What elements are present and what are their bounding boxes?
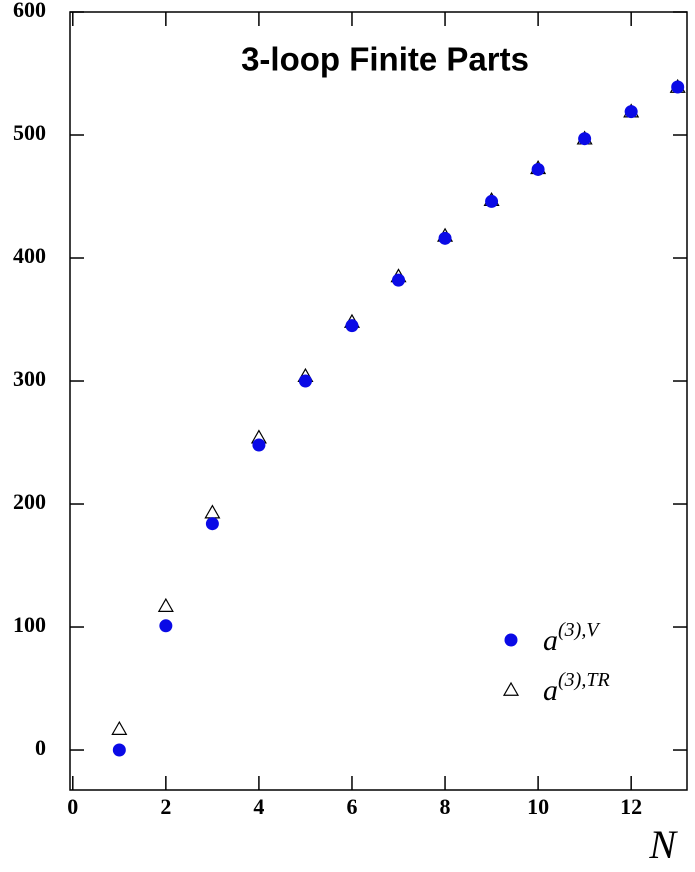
x-tick-label: 8	[440, 794, 451, 819]
x-tick-label: 6	[346, 794, 357, 819]
legend-label: a(3),V	[543, 619, 601, 657]
legend-label: a(3),TR	[543, 669, 610, 707]
data-point	[157, 597, 174, 612]
data-point	[531, 162, 545, 176]
chart-title: 3-loop Finite Parts	[241, 41, 529, 78]
y-tick-label: 500	[13, 120, 46, 145]
data-point	[252, 438, 266, 452]
data-point	[624, 105, 638, 119]
x-tick-label: 4	[253, 794, 264, 819]
data-point	[112, 743, 126, 757]
data-point	[205, 517, 219, 531]
legend-marker	[504, 633, 518, 647]
data-point	[671, 80, 685, 94]
y-tick-label: 100	[13, 612, 46, 637]
data-point	[111, 720, 128, 735]
data-point	[578, 132, 592, 146]
x-axis-label: N	[648, 822, 678, 867]
y-tick-label: 600	[13, 0, 46, 22]
y-tick-label: 200	[13, 489, 46, 514]
x-tick-label: 10	[527, 794, 549, 819]
y-tick-label: 300	[13, 366, 46, 391]
x-tick-label: 2	[160, 794, 171, 819]
data-point	[438, 231, 452, 245]
x-tick-label: 0	[67, 794, 78, 819]
data-point	[485, 194, 499, 208]
plot-frame	[69, 11, 688, 791]
data-point	[298, 374, 312, 388]
data-point	[159, 619, 173, 633]
data-point	[204, 504, 221, 519]
x-tick-label: 12	[620, 794, 642, 819]
data-point	[392, 273, 406, 287]
y-tick-label: 400	[13, 243, 46, 268]
y-tick-label: 0	[35, 735, 46, 760]
data-point	[345, 319, 359, 333]
legend-marker	[502, 681, 520, 696]
